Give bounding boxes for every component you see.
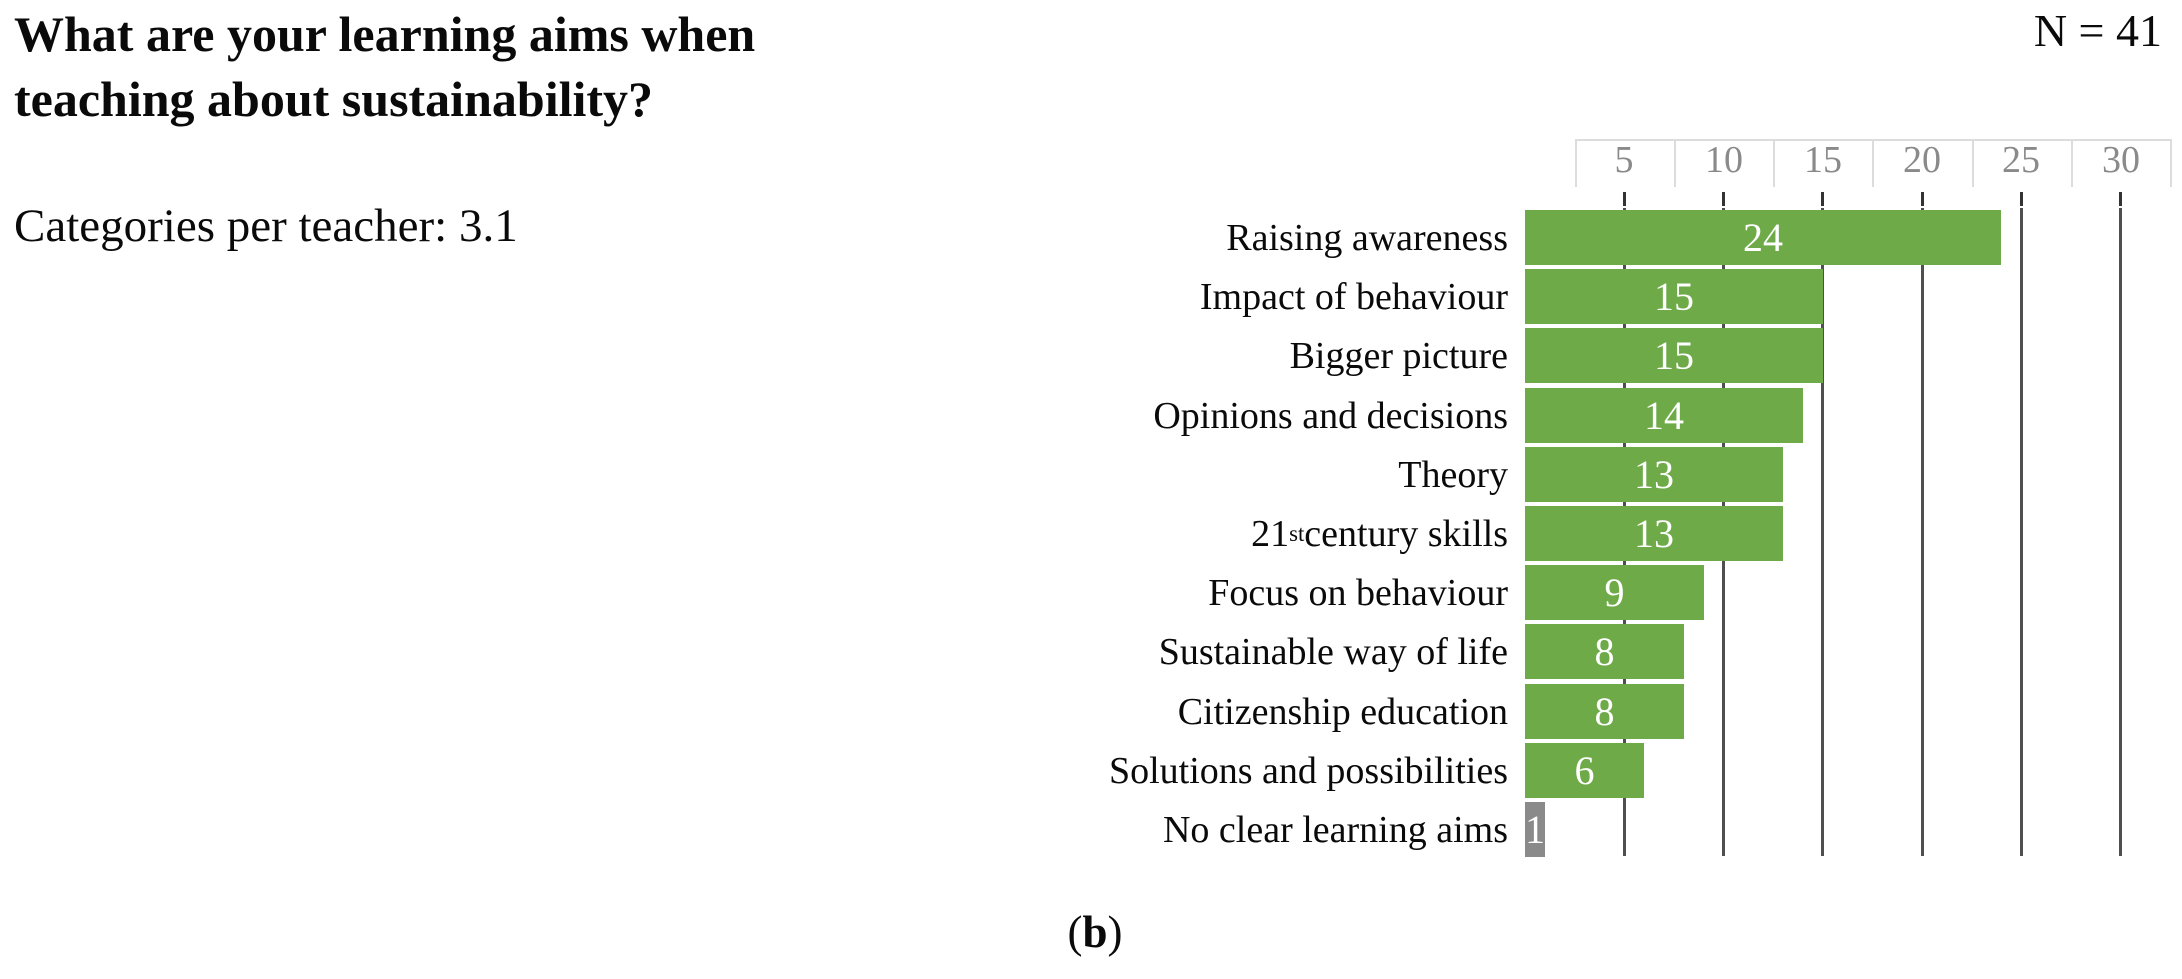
bar-value-label: 24 [1743, 214, 1783, 260]
bar-value-label: 15 [1654, 332, 1694, 378]
bar: 13 [1525, 506, 1783, 561]
bar-value-label: 13 [1634, 510, 1674, 556]
bar: 15 [1525, 328, 1823, 383]
x-axis-tick-mark [1623, 192, 1626, 206]
axis-header-separator [1872, 139, 1874, 187]
category-label-text: century skills [1304, 512, 1508, 555]
x-axis-tick-label: 5 [1614, 139, 1634, 181]
category-label: Sustainable way of life [1158, 630, 1508, 673]
category-label: No clear learning aims [1162, 808, 1508, 851]
bar-value-label: 8 [1594, 628, 1615, 674]
x-axis-tick-label: 30 [2102, 139, 2140, 181]
x-axis-tick-label: 20 [1903, 139, 1941, 181]
page-title: What are your learning aims when teachin… [14, 2, 755, 132]
figure-label: (b) [1040, 905, 1150, 960]
bar: 14 [1525, 388, 1803, 443]
axis-header-separator [1575, 139, 1577, 187]
category-label: Focus on behaviour [1208, 571, 1508, 614]
x-axis-tick-mark [1821, 192, 1824, 206]
bar: 13 [1525, 447, 1783, 502]
category-label: Bigger picture [1289, 334, 1508, 377]
axis-header-separator [1972, 139, 1974, 187]
category-label-text: 21 [1251, 512, 1290, 555]
axis-header-separator [1674, 139, 1676, 187]
axis-header-separator [2071, 139, 2073, 187]
bar-value-label: 15 [1654, 273, 1694, 319]
x-axis-tick-mark [1722, 192, 1725, 206]
bar: 24 [1525, 210, 2001, 265]
x-axis-tick-mark [2119, 192, 2122, 206]
bar: 1 [1525, 802, 1545, 857]
x-axis-tick-label: 15 [1804, 139, 1842, 181]
x-axis-tick-mark [1921, 192, 1924, 206]
vertical-gridline [2119, 208, 2122, 856]
category-label: Theory [1398, 453, 1508, 496]
sample-size-label: N = 41 [2033, 5, 2162, 56]
bar-value-label: 9 [1604, 569, 1625, 615]
category-label: Impact of behaviour [1199, 275, 1508, 318]
page-title-line2: teaching about sustainability? [14, 71, 654, 127]
bar-value-label: 8 [1594, 688, 1615, 734]
figure-label-open-paren: ( [1067, 907, 1083, 957]
category-label: Raising awareness [1226, 216, 1508, 259]
x-axis-tick-label: 25 [2002, 139, 2040, 181]
figure-label-letter: b [1082, 907, 1108, 957]
categories-per-teacher-text: Categories per teacher: 3.1 [14, 200, 518, 252]
vertical-gridline [1821, 208, 1824, 856]
bar-value-label: 6 [1574, 747, 1595, 793]
x-axis-tick-mark [2020, 192, 2023, 206]
bar-value-label: 13 [1634, 451, 1674, 497]
axis-header-separator [2170, 139, 2172, 187]
figure-label-close-paren: ) [1107, 907, 1123, 957]
x-axis-tick-label: 10 [1705, 139, 1743, 181]
page-title-line1: What are your learning aims when [14, 6, 756, 62]
category-label: Opinions and decisions [1153, 394, 1508, 437]
bar: 15 [1525, 269, 1823, 324]
bar: 9 [1525, 565, 1704, 620]
bar-value-label: 1 [1525, 806, 1545, 852]
bar-value-label: 14 [1644, 392, 1684, 438]
vertical-gridline [1921, 208, 1924, 856]
bar: 8 [1525, 684, 1684, 739]
category-label: Citizenship education [1177, 690, 1508, 733]
bar: 8 [1525, 624, 1684, 679]
vertical-gridline [2020, 208, 2023, 856]
axis-header-separator [1773, 139, 1775, 187]
category-label: Solutions and possibilities [1108, 749, 1508, 792]
bar: 6 [1525, 743, 1644, 798]
